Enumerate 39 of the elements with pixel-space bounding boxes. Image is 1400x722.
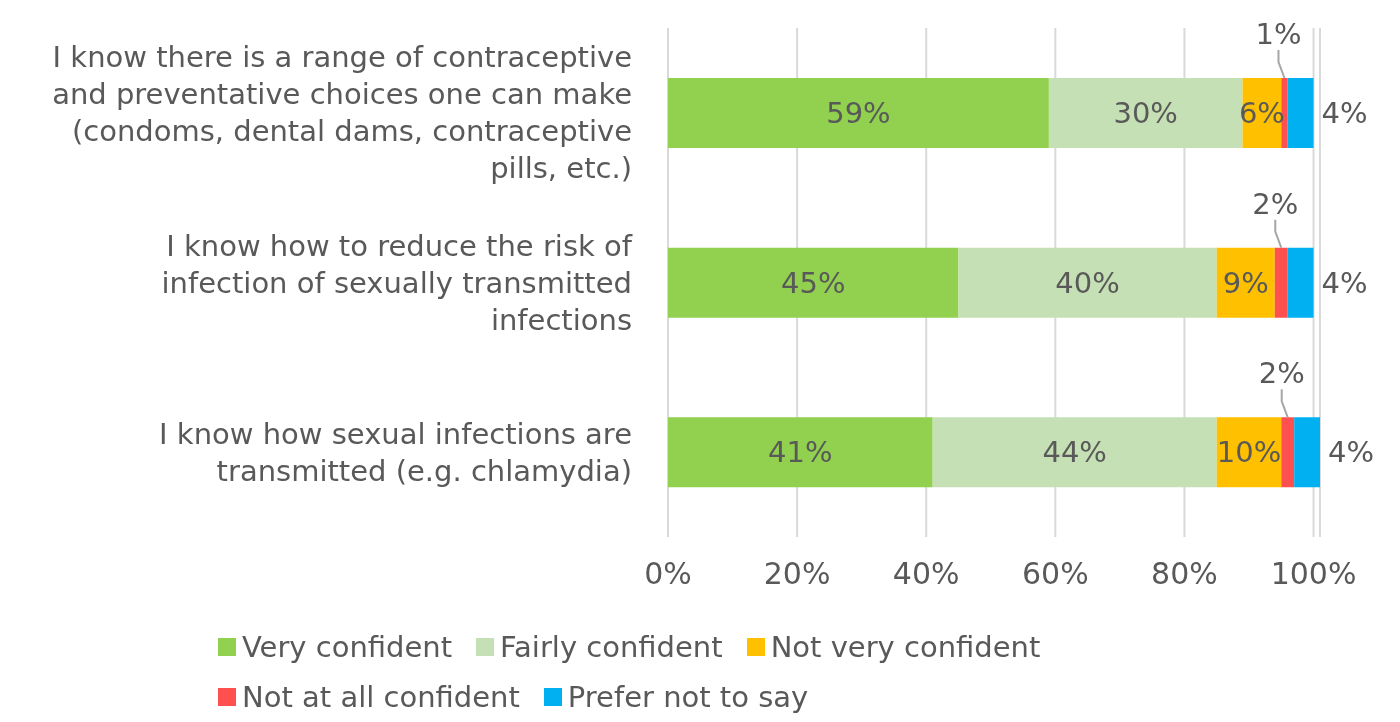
- legend-label: Fairly confident: [499, 629, 723, 666]
- data-label: 4%: [1328, 435, 1375, 470]
- bar: [1274, 247, 1288, 318]
- x-tick-label: 100%: [1270, 556, 1357, 592]
- y-tick-label: I know there is a range of contraceptive and preventative choices one can make (condoms, dental dams, contraceptive pills, etc.): [52, 40, 632, 186]
- data-label: 30%: [1113, 96, 1178, 130]
- data-label: 10%: [1216, 435, 1282, 470]
- data-label: 2%: [1252, 186, 1299, 221]
- x-tick-label: 0%: [644, 556, 692, 592]
- bar: [668, 417, 933, 488]
- data-label: 45%: [781, 265, 846, 300]
- legend-label: Not at all confident: [241, 679, 520, 716]
- x-tick-label: 40%: [892, 556, 960, 592]
- legend-label: Very confident: [241, 629, 453, 666]
- bar: [668, 78, 1049, 148]
- bar: [932, 417, 1217, 488]
- bar: [1287, 247, 1314, 318]
- bar: [1048, 78, 1243, 148]
- legend-label: Prefer not to say: [566, 679, 809, 716]
- bar: [1281, 417, 1295, 488]
- data-label: 59%: [826, 96, 891, 130]
- data-label: 40%: [1055, 265, 1120, 300]
- data-label: 41%: [768, 435, 833, 470]
- data-label: 4%: [1321, 96, 1368, 130]
- bar: [1287, 78, 1314, 148]
- y-tick-label: I know how to reduce the risk of infection of sexually transmitted infections: [161, 228, 633, 337]
- bar: [958, 247, 1217, 318]
- data-label: 9%: [1222, 265, 1269, 300]
- data-label: 1%: [1255, 17, 1302, 51]
- data-label: 2%: [1258, 356, 1305, 391]
- x-tick-label: 80%: [1151, 556, 1218, 592]
- x-tick-label: 60%: [1021, 556, 1089, 592]
- y-tick-label: I know how sexual infections are transmitted (e.g. chlamydia): [159, 416, 632, 488]
- x-tick-label: 20%: [763, 556, 831, 592]
- bar: [1294, 417, 1320, 488]
- data-label: 4%: [1321, 265, 1368, 300]
- data-label: 44%: [1042, 435, 1107, 470]
- legend-label: Not very confident: [769, 629, 1041, 666]
- bar: [668, 247, 959, 318]
